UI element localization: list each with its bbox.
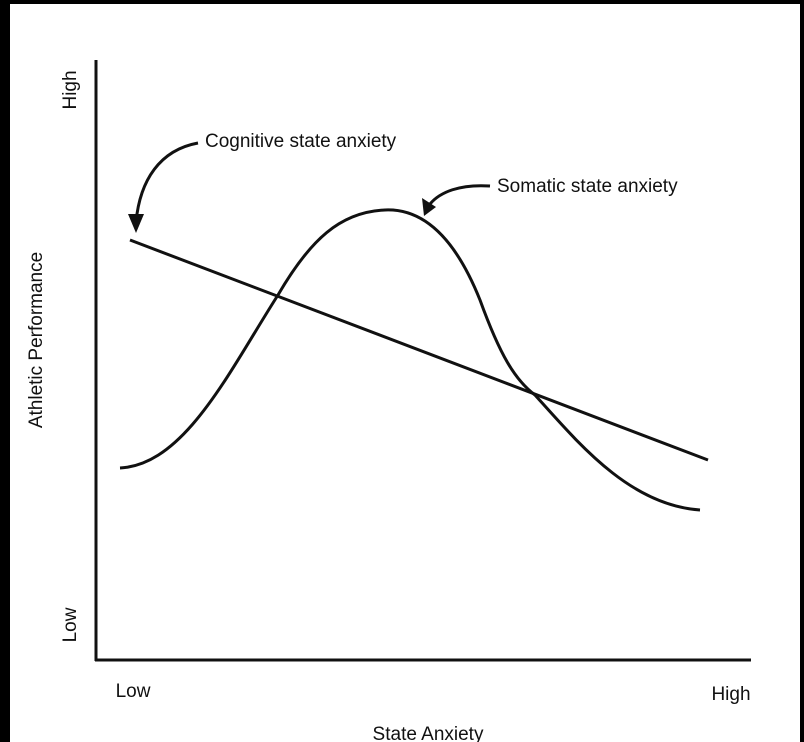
frame-left: [0, 0, 10, 742]
cognitive-line: [129, 238, 709, 462]
frame-right: [800, 0, 804, 742]
somatic-arrow: [428, 184, 491, 206]
y-axis-label: Athletic Performance: [26, 252, 47, 428]
x-low: Low: [116, 681, 151, 702]
x-axis-label: State Anxiety: [373, 724, 484, 742]
somatic-annotation: Somatic state anxiety: [497, 176, 678, 197]
y-high: High: [60, 70, 81, 109]
somatic-curve: [119, 208, 701, 512]
somatic-arrowhead: [422, 198, 436, 216]
frame-top: [0, 0, 804, 4]
y-low: Low: [60, 607, 81, 642]
cognitive-annotation: Cognitive state anxiety: [205, 131, 397, 152]
cognitive-arrow: [134, 141, 199, 223]
cognitive-arrowhead: [128, 214, 144, 233]
x-high: High: [711, 684, 750, 705]
